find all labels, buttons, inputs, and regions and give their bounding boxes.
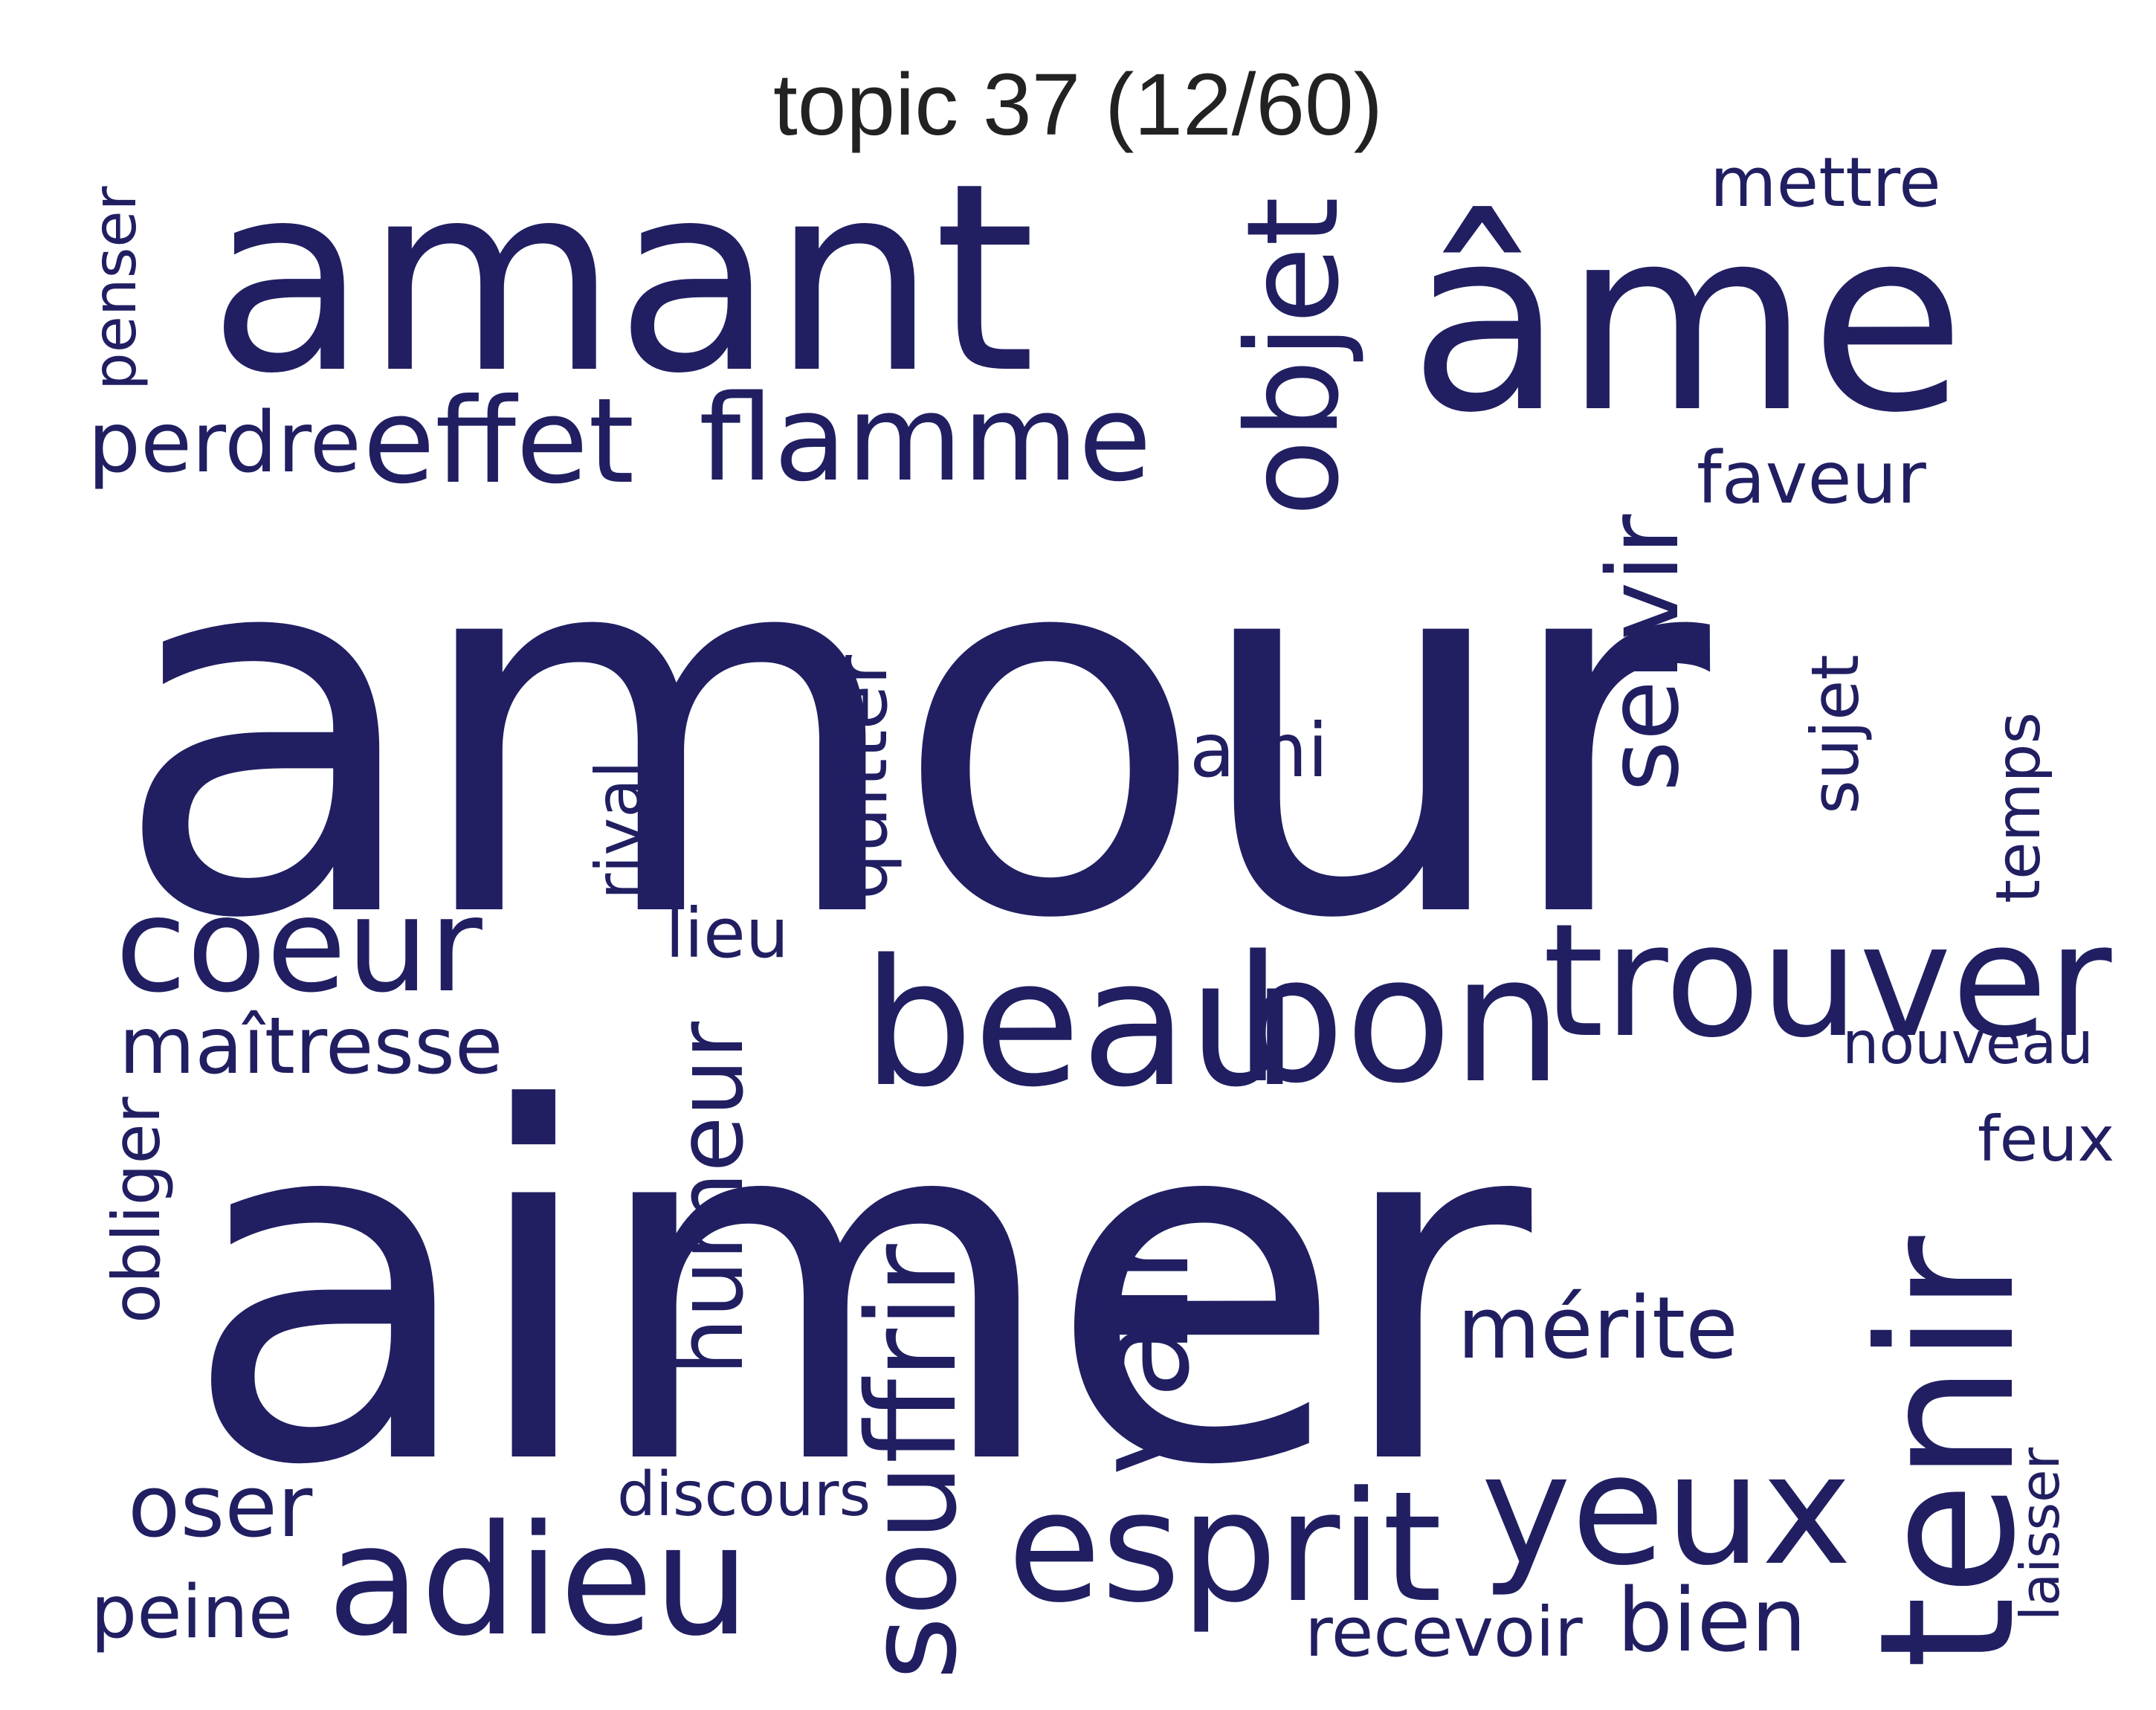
word-esprit: esprit — [1007, 1459, 1442, 1636]
word-perdre: perdre — [88, 395, 361, 491]
word-servir: servir — [1587, 514, 1701, 792]
word-oser: oser — [128, 1457, 313, 1557]
word-obliger: obliger — [98, 1097, 175, 1323]
word-temps: temps — [1984, 712, 2054, 903]
word-ame: âme — [1409, 174, 1966, 468]
word-bon: bon — [1234, 919, 1563, 1122]
word-laisser: laisser — [2009, 1447, 2071, 1621]
word-effet: effet — [363, 373, 635, 510]
word-bien: bien — [1617, 1569, 1807, 1671]
word-yeux: yeux — [1481, 1422, 1852, 1599]
word-amant: amant — [208, 127, 1036, 430]
word-feux: feux — [1978, 1103, 2115, 1175]
word-lieu: lieu — [665, 894, 790, 973]
chart-title: topic 37 (12/60) — [773, 56, 1383, 154]
word-mettre: mettre — [1710, 143, 1941, 222]
word-quitter: quitter — [819, 655, 904, 900]
word-recevoir: recevoir — [1305, 1593, 1583, 1672]
word-merite: mérite — [1457, 1279, 1738, 1378]
word-penser: penser — [80, 186, 149, 391]
word-maitresse: maîtresse — [119, 1001, 503, 1091]
word-peine: peine — [91, 1570, 294, 1655]
word-beau: beau — [862, 923, 1299, 1126]
word-trouver: trouver — [1543, 890, 2112, 1072]
word-souffrir: souffrir — [841, 1244, 984, 1680]
word-aimer: aimer — [182, 1009, 1532, 1571]
word-adieu: adieu — [327, 1493, 750, 1670]
word-vain: vain — [1068, 1200, 1219, 1476]
word-coeur: coeur — [115, 871, 482, 1022]
word-humeur: humeur — [658, 1021, 764, 1375]
word-ami: ami — [1190, 707, 1329, 794]
word-rival: rival — [582, 761, 656, 900]
word-nouveau: nouveau — [1842, 1010, 2094, 1077]
word-objet: objet — [1220, 196, 1367, 517]
word-sujet: sujet — [1797, 654, 1873, 814]
word-flamme: flamme — [699, 369, 1152, 508]
word-discours: discours — [617, 1459, 871, 1530]
word-amour: amour — [112, 433, 1710, 1030]
word-faveur: faveur — [1697, 436, 1926, 520]
